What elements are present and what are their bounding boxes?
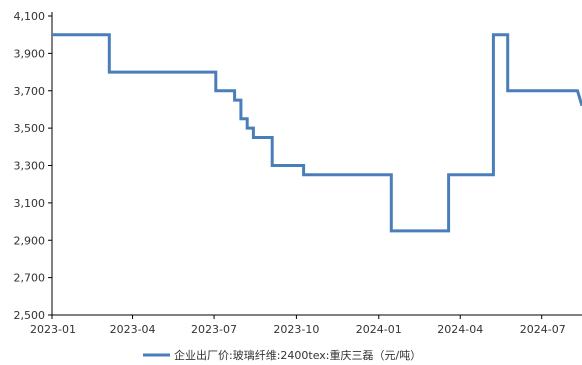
x-tick-label: 2024-04 bbox=[437, 323, 483, 336]
x-tick-label: 2024-07 bbox=[520, 323, 566, 336]
y-tick-label: 3,700 bbox=[14, 85, 46, 98]
y-tick-label: 2,900 bbox=[14, 234, 46, 247]
y-tick-label: 2,500 bbox=[14, 309, 46, 322]
x-tick-label: 2024-01 bbox=[356, 323, 402, 336]
legend-label: 企业出厂价:玻璃纤维:2400tex:重庆三磊（元/吨） bbox=[174, 348, 421, 362]
x-tick-label: 2023-10 bbox=[273, 323, 319, 336]
y-tick-label: 2,700 bbox=[14, 272, 46, 285]
x-axis-ticks: 2023-01 2023-04 2023-07 2023-10 2024-01 2024-… bbox=[30, 315, 566, 336]
y-tick-label: 3,300 bbox=[14, 160, 46, 173]
y-tick-label: 3,900 bbox=[14, 47, 46, 60]
legend: 企业出厂价:玻璃纤维:2400tex:重庆三磊（元/吨） bbox=[143, 348, 421, 362]
y-tick-label: 3,100 bbox=[14, 197, 46, 210]
x-tick-label: 2023-04 bbox=[110, 323, 156, 336]
series-line-0 bbox=[52, 33, 582, 233]
x-tick-label: 2023-01 bbox=[30, 323, 76, 336]
series-layer bbox=[52, 33, 582, 233]
x-tick-label: 2023-07 bbox=[191, 323, 237, 336]
y-tick-label: 3,500 bbox=[14, 122, 46, 135]
y-axis-ticks: 4,100 3,900 3,700 3,500 3,300 3,100 2,900 2,700… bbox=[14, 10, 52, 322]
y-tick-label: 4,100 bbox=[14, 10, 46, 23]
